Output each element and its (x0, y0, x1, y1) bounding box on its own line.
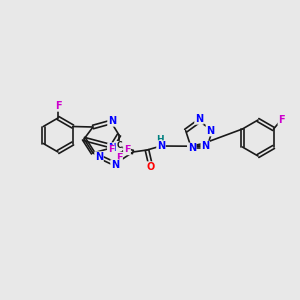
Text: N: N (188, 143, 196, 153)
Text: N: N (201, 141, 209, 151)
Text: N: N (157, 141, 165, 151)
Text: F: F (278, 115, 285, 125)
Text: F: F (55, 101, 61, 111)
Text: N: N (111, 160, 119, 170)
Text: F: F (116, 154, 122, 163)
Text: N: N (206, 126, 214, 136)
Text: N: N (108, 143, 116, 153)
Text: N: N (108, 116, 116, 126)
Text: H: H (156, 134, 164, 143)
Text: F: F (108, 146, 114, 154)
Text: N: N (195, 114, 203, 124)
Text: N: N (95, 152, 103, 162)
Text: F: F (124, 146, 130, 154)
Text: O: O (147, 162, 155, 172)
Text: C: C (116, 142, 122, 151)
